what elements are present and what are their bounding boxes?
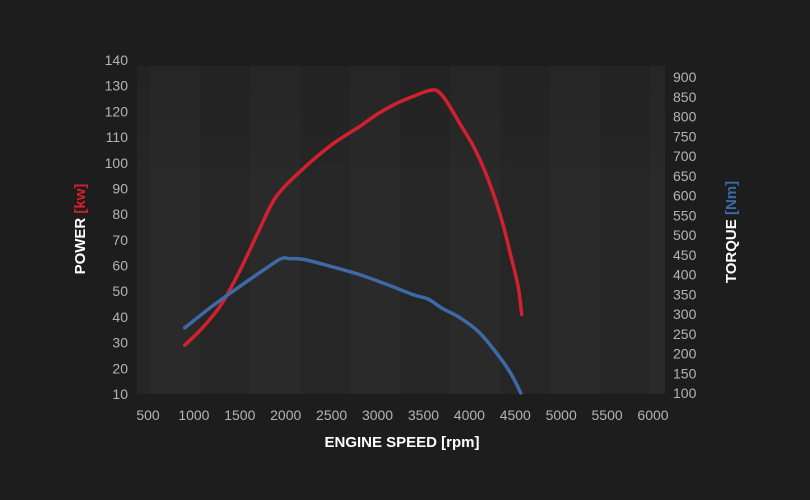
x-axis-ticks: 500 1000 1500 2000 2500 3000 3500 4000 4500 5000 5… [136, 407, 668, 423]
power-axis-title-text: POWER [72, 214, 89, 275]
torque-tick-label: 450 [673, 247, 697, 263]
power-tick-label: 80 [112, 206, 128, 222]
power-tick-label: 10 [112, 386, 128, 402]
torque-tick-label: 200 [673, 346, 697, 362]
power-series-line [182, 88, 524, 347]
torque-tick-label: 650 [673, 168, 697, 184]
power-axis-ticks: 10 20 30 40 50 60 70 80 90 100 110 120 130 140 [105, 52, 129, 402]
torque-tick-label: 800 [673, 109, 697, 125]
torque-tick-label: 700 [673, 148, 697, 164]
power-tick-label: 40 [112, 309, 128, 325]
torque-axis-title: TORQUE [Nm] [723, 181, 740, 283]
power-tick-label: 140 [105, 52, 129, 68]
x-tick-label: 4500 [500, 407, 531, 423]
x-tick-label: 5000 [546, 407, 577, 423]
x-tick-label: 2000 [270, 407, 301, 423]
power-tick-label: 60 [112, 258, 128, 274]
x-tick-label: 6000 [637, 407, 668, 423]
torque-series-line [182, 256, 523, 395]
power-tick-label: 90 [112, 180, 128, 196]
torque-tick-label: 150 [673, 365, 697, 381]
power-tick-label: 130 [105, 78, 129, 94]
x-tick-label: 3000 [362, 407, 393, 423]
power-tick-label: 100 [105, 155, 129, 171]
x-tick-label: 500 [136, 407, 160, 423]
torque-axis-title-text: TORQUE [723, 215, 740, 283]
x-tick-label: 1500 [224, 407, 255, 423]
plot-area-shade [137, 66, 665, 186]
x-tick-label: 4000 [454, 407, 485, 423]
torque-axis-ticks: 100 150 200 250 300 350 400 450 500 550 600 650 700 7… [673, 69, 697, 401]
power-axis-title: POWER [kw] [72, 184, 89, 275]
torque-tick-label: 500 [673, 227, 697, 243]
torque-tick-label: 750 [673, 128, 697, 144]
x-axis-title: ENGINE SPEED [rpm] [324, 434, 479, 451]
power-tick-label: 20 [112, 360, 128, 376]
x-tick-label: 3500 [408, 407, 439, 423]
power-tick-label: 120 [105, 103, 129, 119]
torque-tick-label: 850 [673, 89, 697, 105]
power-tick-label: 110 [106, 129, 129, 145]
torque-tick-label: 300 [673, 306, 697, 322]
torque-axis-title-unit: [Nm] [723, 181, 740, 215]
torque-tick-label: 550 [673, 207, 697, 223]
torque-tick-label: 600 [673, 188, 697, 204]
torque-tick-label: 400 [673, 267, 697, 283]
torque-tick-label: 900 [673, 69, 697, 85]
power-tick-label: 50 [112, 283, 128, 299]
torque-tick-label: 100 [673, 385, 697, 401]
torque-tick-label: 250 [673, 326, 697, 342]
torque-tick-label: 350 [673, 286, 697, 302]
power-tick-label: 30 [112, 335, 128, 351]
power-axis-title-unit: [kw] [72, 184, 89, 214]
power-tick-label: 70 [112, 232, 128, 248]
series-lines [182, 88, 524, 395]
x-tick-label: 5500 [592, 407, 623, 423]
x-tick-label: 1000 [178, 407, 209, 423]
x-tick-label: 2500 [316, 407, 347, 423]
